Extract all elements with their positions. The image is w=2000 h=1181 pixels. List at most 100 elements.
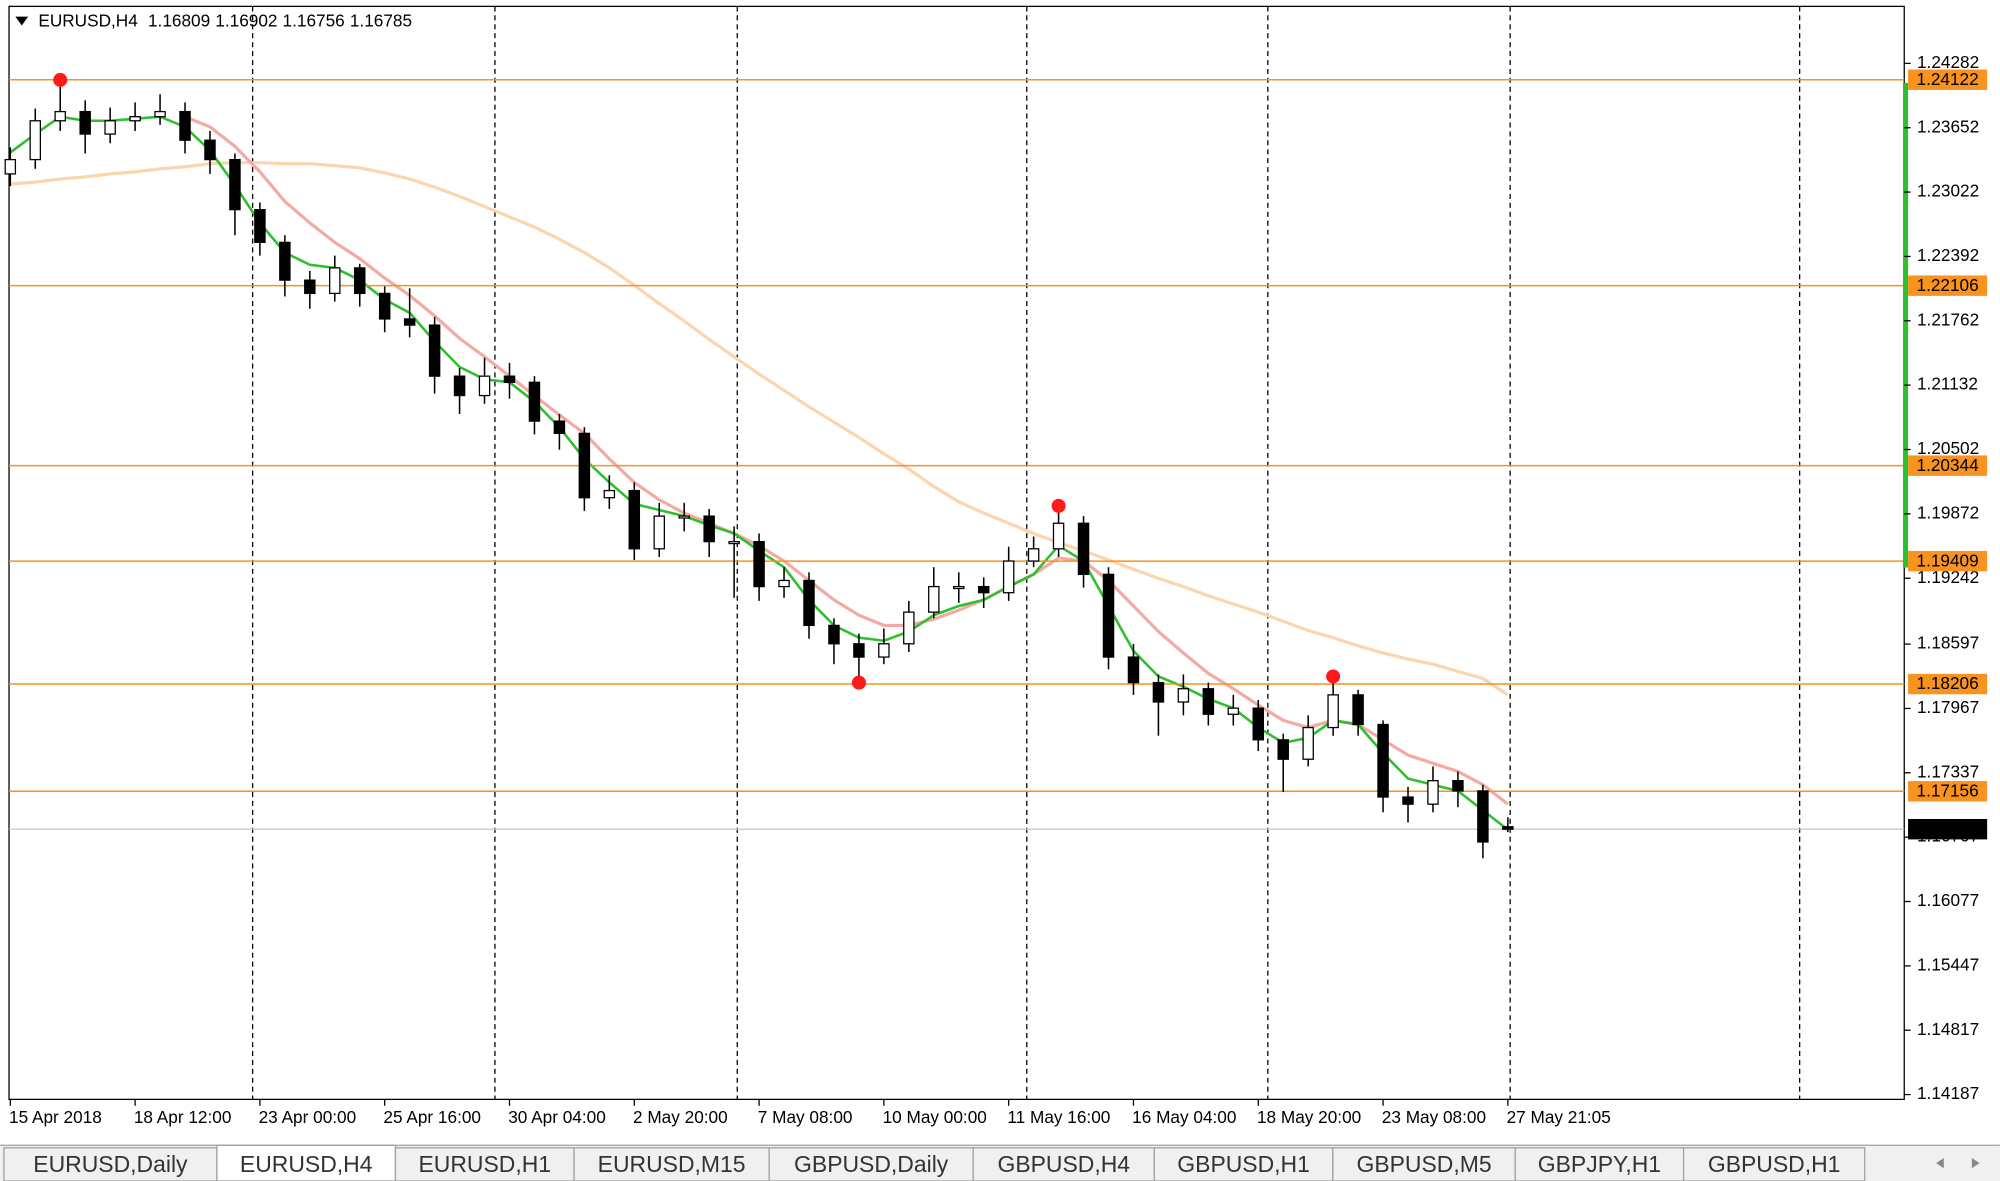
candle-body [1427, 780, 1439, 805]
level-price-label: 1.18206 [1917, 673, 1979, 693]
candle-body [1402, 796, 1414, 805]
candle-body [1502, 826, 1514, 830]
level-price-box [1908, 69, 1988, 90]
tab-label[interactable]: EURUSD,H1 [418, 1151, 551, 1177]
candle-body [329, 267, 341, 295]
level-price-label: 1.19409 [1917, 550, 1979, 570]
y-tick-label: 1.15447 [1917, 954, 1979, 974]
candle-body [104, 120, 116, 135]
level-price-box [1908, 550, 1988, 572]
y-tick-label: 1.23022 [1917, 181, 1979, 201]
candle-body [478, 375, 491, 397]
candle-body [553, 420, 566, 434]
y-tick-label: 1.17337 [1917, 761, 1979, 781]
candle-body [653, 515, 665, 550]
tab[interactable] [3, 1147, 218, 1181]
candle-body [528, 381, 541, 422]
fractal-marker [53, 72, 68, 87]
current-price-label: 1.16785 [1917, 818, 1979, 838]
tab-label[interactable]: EURUSD,H4 [240, 1151, 373, 1177]
candle-body [878, 643, 890, 658]
candle-body [603, 489, 616, 499]
y-tick-label: 1.23652 [1917, 116, 1979, 136]
candle-body [229, 158, 241, 211]
candle-body [353, 267, 366, 295]
candle-body [129, 116, 141, 122]
x-tick-label: 15 Apr 2018 [9, 1107, 102, 1127]
level-price-label: 1.20344 [1917, 455, 1980, 475]
scroll-right[interactable] [1971, 1158, 1980, 1169]
candle-body [1177, 688, 1190, 703]
x-tick-label: 16 May 04:00 [1132, 1107, 1236, 1127]
x-tick-label: 27 May 21:05 [1507, 1107, 1611, 1127]
tab[interactable] [573, 1147, 770, 1181]
candle-body [778, 579, 790, 588]
candle-body [628, 489, 641, 550]
y-tick-label: 1.19872 [1917, 502, 1979, 522]
candle-body [1152, 681, 1165, 703]
candle-body [1077, 522, 1090, 575]
low-value: 1.16756 [283, 10, 345, 30]
candle-body [803, 579, 815, 627]
menu-arrow[interactable] [15, 16, 29, 26]
candle-body [1052, 522, 1065, 550]
tab-label[interactable]: GBPUSD,H1 [1708, 1151, 1841, 1177]
tab-label[interactable]: GBPUSD,Daily [794, 1151, 949, 1177]
tab-label[interactable]: EURUSD,Daily [33, 1151, 188, 1177]
tab-label[interactable]: GBPUSD,M5 [1357, 1151, 1492, 1177]
tab-label[interactable]: GBPUSD,H1 [1177, 1151, 1310, 1177]
y-tick-label: 1.18597 [1917, 633, 1979, 653]
symbol: EURUSD,H4 [38, 10, 138, 30]
fractal-marker [1051, 498, 1066, 513]
candle-body [578, 432, 591, 499]
level-price-label: 1.17156 [1917, 780, 1979, 800]
candle-body [703, 515, 715, 543]
scroll-left[interactable] [1936, 1158, 1944, 1169]
x-tick-label: 7 May 08:00 [758, 1107, 853, 1127]
plot-area [4, 5, 1905, 1101]
chart-title: EURUSD,H4 1.16809 1.16902 1.16756 1.16785 [38, 10, 412, 30]
tab-label[interactable]: GBPUSD,H4 [997, 1151, 1130, 1177]
tab-label[interactable]: EURUSD,M15 [598, 1151, 746, 1177]
candle-body [304, 279, 316, 295]
candle-body [953, 585, 965, 590]
tab[interactable] [768, 1147, 974, 1181]
candle-body [1202, 688, 1215, 715]
candle-body [1477, 790, 1489, 843]
candle-body [79, 110, 91, 135]
candle-body [29, 120, 42, 161]
candle-body [279, 241, 291, 281]
y-tick-label: 1.20502 [1917, 438, 1979, 458]
candle-body [853, 643, 865, 658]
candle-body [1352, 694, 1364, 726]
candle-body [728, 541, 740, 545]
candle-body [1452, 780, 1464, 792]
candle-body [1252, 707, 1265, 741]
y-tick-label: 1.22392 [1917, 245, 1979, 265]
candle-body [1127, 656, 1140, 684]
moving-average [10, 161, 1509, 697]
candle-body [1327, 694, 1339, 729]
candle-body [453, 375, 466, 397]
x-tick-label: 2 May 20:00 [633, 1107, 728, 1127]
x-tick-label: 25 Apr 16:00 [383, 1107, 481, 1127]
x-tick-label: 30 Apr 04:00 [508, 1107, 606, 1127]
tab[interactable] [394, 1147, 575, 1181]
open-value: 1.16809 [148, 10, 210, 30]
tab-label[interactable]: GBPJPY,H1 [1538, 1151, 1661, 1177]
y-tick-label: 1.24282 [1917, 52, 1979, 72]
tab[interactable] [972, 1147, 1155, 1181]
candle-body [154, 110, 166, 118]
y-tick-label: 1.14817 [1917, 1019, 1979, 1039]
candle-body [1277, 739, 1289, 760]
candle-body [1377, 723, 1389, 798]
tab[interactable] [1153, 1147, 1334, 1181]
tab[interactable] [1682, 1147, 1866, 1181]
candle-body [977, 585, 990, 594]
y-tick-label: 1.21762 [1917, 309, 1979, 329]
tab-bar: EURUSD,Daily EURUSD,H4 EURUSD,H1 EURUSD,M15… [0, 1144, 2000, 1181]
fractal-marker [851, 675, 866, 690]
y-tick-label: 1.17967 [1917, 697, 1979, 717]
